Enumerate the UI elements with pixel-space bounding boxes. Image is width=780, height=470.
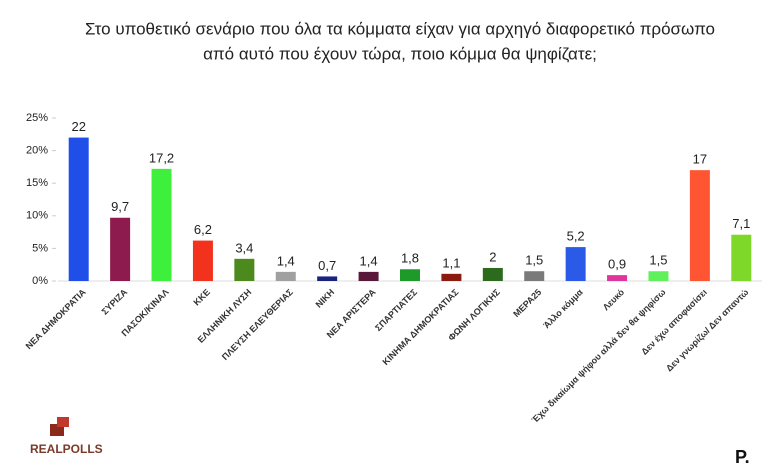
value-label: 1,1 — [442, 255, 460, 270]
x-tick-label: Άλλο κόμμα — [541, 287, 585, 331]
value-label: 1,4 — [360, 253, 378, 268]
x-tick-label: ΚΚΕ — [192, 287, 213, 308]
value-label: 5,2 — [567, 229, 585, 244]
value-label: 17,2 — [149, 150, 174, 165]
bar — [565, 247, 586, 281]
value-label: 3,4 — [235, 240, 253, 255]
bar — [607, 275, 628, 281]
bar — [648, 271, 669, 281]
bar — [482, 267, 503, 281]
bar — [524, 271, 545, 281]
x-tick-label: ΝΙΚΗ — [314, 287, 337, 310]
x-tick-label: ΝΕΑ ΔΗΜΟΚΡΑΤΙΑ — [24, 287, 89, 352]
bar — [441, 273, 462, 281]
chart-title: Στο υποθετικό σενάριο που όλα τα κόμματα… — [85, 19, 715, 38]
bar — [234, 258, 255, 281]
value-label: 17 — [693, 152, 707, 167]
value-label: 6,2 — [194, 222, 212, 237]
x-tick-label: ΚΙΝΗΜΑ ΔΗΜΟΚΡΑΤΙΑΣ — [381, 287, 461, 367]
value-label: 2 — [489, 249, 496, 264]
x-tick-label: Δεν γνωρίζω/ Δεν απαντώ — [664, 287, 751, 374]
chart-title: από αυτό που έχουν τώρα, ποιο κόμμα θα ψ… — [203, 44, 597, 63]
value-label: 22 — [71, 119, 85, 134]
value-label: 1,5 — [525, 253, 543, 268]
y-tick-label: 10% — [26, 210, 48, 222]
value-label: 9,7 — [111, 199, 129, 214]
publisher-logo: P. — [735, 447, 750, 467]
bar — [400, 269, 420, 281]
value-label: 0,9 — [608, 257, 626, 272]
bar — [151, 168, 172, 281]
value-label: 1,8 — [401, 251, 419, 266]
bar — [275, 271, 296, 281]
x-tick-label: Λευκό — [601, 287, 627, 313]
y-tick-label: 20% — [26, 145, 48, 157]
value-label: 1,4 — [277, 253, 295, 268]
x-tick-label: ΣΥΡΙΖΑ — [100, 287, 130, 317]
y-tick-label: 15% — [26, 177, 48, 189]
bar — [192, 240, 213, 281]
x-tick-label: ΠΛΕΥΣΗ ΕΛΕΥΘΕΡΙΑΣ — [220, 287, 295, 362]
y-tick-label: 0% — [32, 275, 48, 287]
y-tick-label: 5% — [32, 242, 48, 254]
source-logo: REALPOLLS — [30, 442, 103, 456]
logo-mark — [57, 417, 69, 427]
bar — [317, 276, 338, 281]
bar — [358, 271, 379, 281]
x-tick-label: ΜΕΡΑ25 — [511, 287, 543, 319]
bar — [689, 170, 710, 281]
y-tick-label: 25% — [26, 112, 48, 124]
bar — [731, 234, 752, 281]
value-label: 1,5 — [649, 253, 667, 268]
bar — [68, 137, 89, 281]
bar — [110, 217, 131, 281]
value-label: 0,7 — [318, 258, 336, 273]
value-label: 7,1 — [732, 216, 750, 231]
x-tick-label: ΣΠΑΡΤΙΑΤΕΣ — [373, 287, 419, 333]
